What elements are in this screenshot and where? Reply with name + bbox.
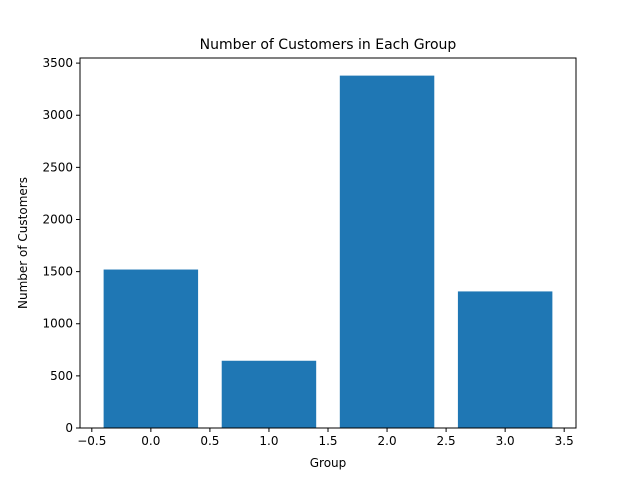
chart-title: Number of Customers in Each Group bbox=[200, 37, 457, 53]
x-tick-label: −0.5 bbox=[77, 434, 106, 448]
y-tick-label: 1500 bbox=[42, 265, 73, 279]
x-tick-label: 1.5 bbox=[318, 434, 337, 448]
y-tick-label: 2000 bbox=[42, 212, 73, 226]
bar-group-2 bbox=[339, 75, 435, 428]
bar-group-0 bbox=[103, 269, 199, 428]
x-axis-label: Group bbox=[310, 456, 347, 470]
y-tick-label: 2500 bbox=[42, 160, 73, 174]
y-axis-label: Number of Customers bbox=[16, 177, 30, 309]
bar-group-1 bbox=[221, 360, 317, 428]
x-tick-label: 0.5 bbox=[200, 434, 219, 448]
y-tick-label: 1000 bbox=[42, 317, 73, 331]
x-axis-ticks: −0.5 0.0 0.5 1.0 1.5 2.0 2.5 3.0 3.5 bbox=[77, 428, 574, 448]
y-tick-label: 0 bbox=[65, 421, 73, 435]
y-tick-label: 3500 bbox=[42, 56, 73, 70]
bars-layer bbox=[103, 75, 553, 428]
x-tick-label: 2.0 bbox=[378, 434, 397, 448]
y-axis-ticks: 0 500 1000 1500 2000 2500 3000 3500 bbox=[42, 56, 80, 435]
x-tick-label: 2.5 bbox=[437, 434, 456, 448]
y-tick-label: 500 bbox=[50, 369, 73, 383]
y-tick-label: 3000 bbox=[42, 108, 73, 122]
x-tick-label: 0.0 bbox=[141, 434, 160, 448]
plot-frame bbox=[79, 57, 577, 429]
x-tick-label: 3.0 bbox=[496, 434, 515, 448]
bar-group-3 bbox=[457, 291, 553, 428]
x-tick-label: 1.0 bbox=[259, 434, 278, 448]
x-tick-label: 3.5 bbox=[555, 434, 574, 448]
